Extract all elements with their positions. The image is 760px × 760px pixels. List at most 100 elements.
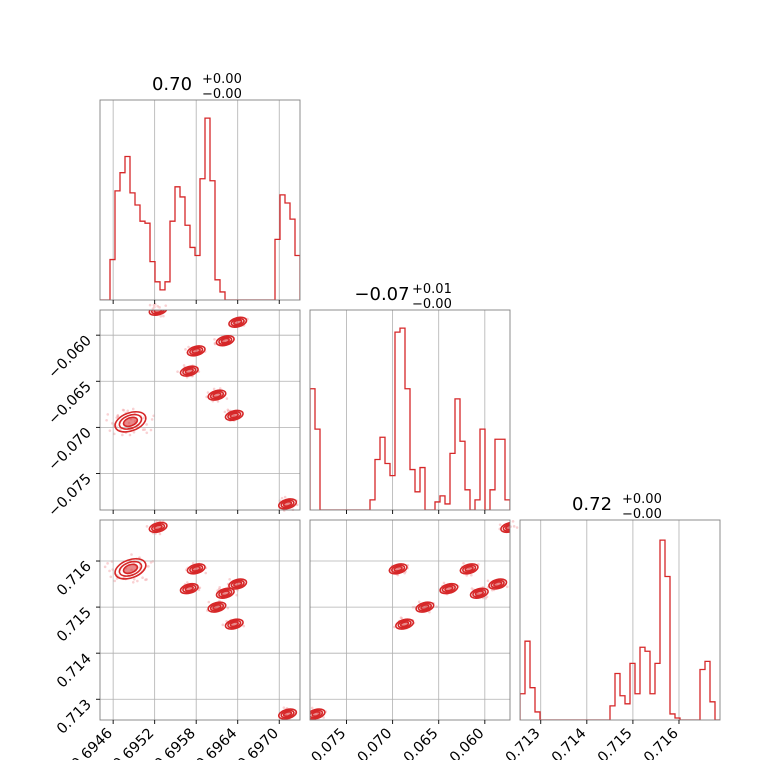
contour-level-0 <box>186 563 206 575</box>
panel-title-minus: −0.00 <box>622 507 662 522</box>
scatter-point <box>130 553 133 556</box>
panel-content <box>310 327 510 510</box>
scatter-point <box>225 397 229 400</box>
scatter-point <box>435 605 438 608</box>
contour-level-0 <box>224 618 244 630</box>
contour-level-2 <box>212 604 222 611</box>
contour-level-2 <box>229 621 240 628</box>
contour-level-1 <box>151 310 166 315</box>
contour-level-2 <box>474 590 485 597</box>
contour-level-1 <box>490 579 505 589</box>
contour-level-2 <box>122 416 139 428</box>
scatter-point <box>141 428 145 432</box>
contour-level-1 <box>227 411 242 420</box>
scatter-point <box>470 573 473 577</box>
contour-level-0 <box>207 601 227 613</box>
contour-level-2 <box>153 524 163 531</box>
scatter-point <box>505 585 509 589</box>
panel-title-plus: +0.00 <box>202 72 242 87</box>
contour-level-1 <box>227 619 242 629</box>
y-tick-label: −0.060 <box>46 333 95 382</box>
contour-level-1 <box>417 602 433 612</box>
scatter-point <box>149 561 153 564</box>
contour-level-1 <box>230 317 245 327</box>
x-tick-label: −0.060 <box>438 726 487 760</box>
scatter-point <box>149 428 153 432</box>
scatter-point <box>162 314 165 318</box>
contour-level-1 <box>472 588 487 598</box>
contour-level-1 <box>462 564 477 574</box>
contour-level-0 <box>277 498 298 510</box>
scatter-point <box>145 431 149 435</box>
scatter-point <box>462 561 465 565</box>
contour-level-0 <box>277 708 298 720</box>
scatter-point <box>158 532 162 536</box>
contour-level-2 <box>464 565 474 572</box>
x-tick-label: 0.6946 <box>69 726 116 760</box>
contour-level-1 <box>182 366 197 376</box>
x-tick-label: −0.065 <box>392 726 441 760</box>
scatter-point <box>148 303 152 307</box>
panel-content <box>520 539 720 720</box>
scatter-layer <box>103 302 519 721</box>
contour-level-2 <box>229 412 240 419</box>
contour-level-1 <box>230 579 245 589</box>
x-tick-label: 0.6952 <box>110 726 157 760</box>
contour-level-0 <box>179 365 199 377</box>
contour-level-2 <box>492 581 503 588</box>
contour-level-2 <box>184 368 195 375</box>
panel-frame <box>309 519 511 721</box>
scatter-point <box>428 610 431 614</box>
scatter-point <box>116 414 120 417</box>
contour-level-1 <box>502 523 510 532</box>
scatter-point <box>176 370 179 373</box>
scatter-point <box>205 395 208 399</box>
y-tick-label: −0.065 <box>46 379 95 428</box>
contour-level-0 <box>186 345 206 357</box>
scatter-point <box>122 408 126 412</box>
panel-frame <box>309 309 511 511</box>
contour-level-2 <box>311 710 321 718</box>
scatter-point <box>126 409 130 413</box>
panel-frame <box>99 309 301 511</box>
x-tick-label: 0.714 <box>549 726 590 760</box>
contour-level-0 <box>148 310 168 317</box>
scatter-point <box>465 574 469 577</box>
scatter-point <box>226 408 230 412</box>
y-tick-label: 0.716 <box>54 559 95 600</box>
scatter-point <box>131 580 135 584</box>
scatter-point <box>417 600 421 604</box>
panel-1-0: −0.075−0.070−0.065−0.060 <box>46 309 301 520</box>
scatter-point <box>310 706 314 710</box>
panel-frame <box>99 99 301 301</box>
scatter-point <box>106 562 109 565</box>
scatter-point <box>108 429 112 432</box>
scatter-point <box>470 587 474 590</box>
scatter-point <box>218 387 222 390</box>
histogram-1 <box>310 327 510 510</box>
panel-title-plus: +0.01 <box>412 282 452 297</box>
scatter-point <box>399 616 403 619</box>
scatter-point <box>221 623 225 627</box>
contour-level-0 <box>469 587 489 600</box>
contour-level-1 <box>310 709 324 719</box>
scatter-point <box>442 581 446 585</box>
scatter-point <box>151 307 155 310</box>
scatter-point <box>512 525 516 528</box>
panel-content <box>100 117 300 300</box>
contour-level-2 <box>191 565 201 572</box>
contour-level-0 <box>215 334 235 347</box>
contour-level-1 <box>218 336 233 346</box>
x-tick-label: 0.713 <box>503 726 544 760</box>
x-tick-label: 0.715 <box>595 726 636 760</box>
contour-level-0 <box>310 708 326 720</box>
contour-level-0 <box>228 316 248 328</box>
panel-content <box>114 310 298 510</box>
contour-level-0 <box>207 389 227 401</box>
contour-level-0 <box>114 410 147 433</box>
scatter-point <box>132 578 136 581</box>
contour-level-0 <box>459 563 479 575</box>
